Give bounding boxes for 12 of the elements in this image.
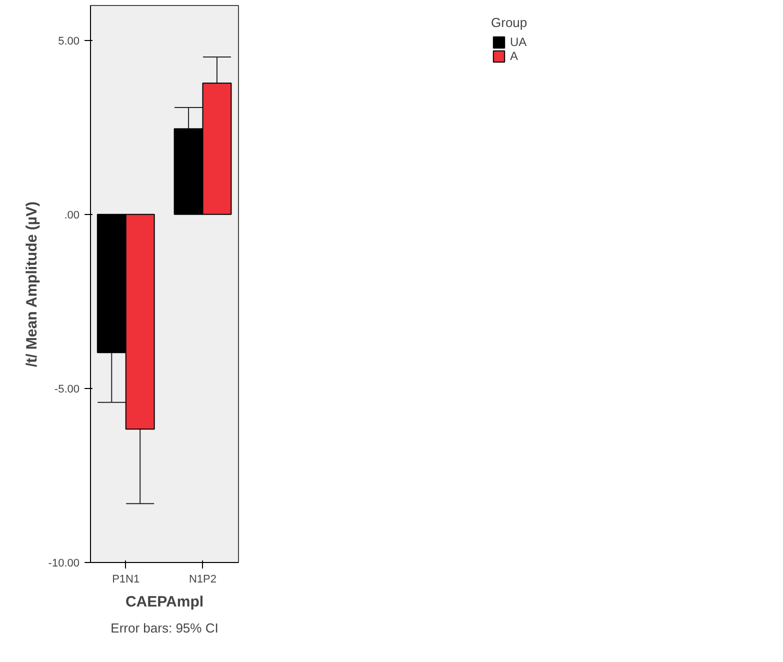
legend-title: Group bbox=[491, 15, 528, 30]
x-tick-label: P1N1 bbox=[112, 574, 140, 586]
x-tick-label: N1P2 bbox=[188, 574, 217, 586]
text: Error bars: 95% CI bbox=[110, 620, 218, 636]
legend-label: UA bbox=[510, 35, 528, 49]
y-axis-title: /t/ Mean Amplitude (µV) bbox=[23, 201, 40, 368]
y-tick-label: -10.00 bbox=[48, 558, 80, 570]
y-tick-label: .00 bbox=[64, 209, 80, 222]
y-tick-label: 5.00 bbox=[58, 35, 80, 48]
legend-label: A bbox=[510, 49, 520, 63]
x-axis-title: CAEPAmpl bbox=[125, 594, 204, 610]
y-tick-label: -5.00 bbox=[54, 383, 80, 396]
